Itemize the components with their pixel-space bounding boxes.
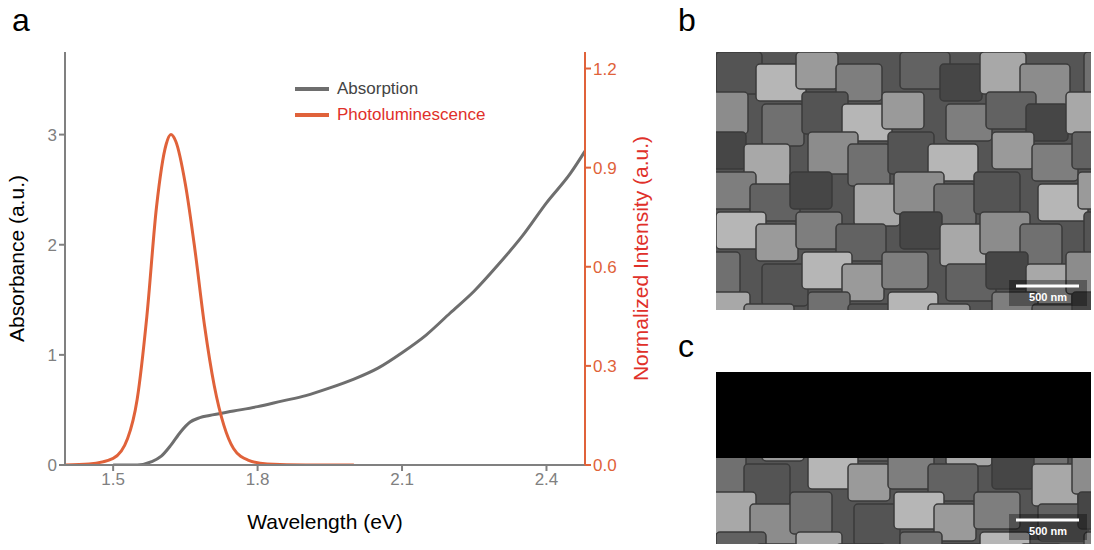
svg-text:Absorbance (a.u.): Absorbance (a.u.): [5, 175, 28, 342]
html-text:b: b: [678, 2, 696, 38]
svg-text:0.3: 0.3: [593, 357, 617, 376]
svg-text:0.6: 0.6: [593, 258, 617, 277]
svg-text:Wavelength (eV): Wavelength (eV): [247, 510, 403, 533]
svg-text:0.9: 0.9: [593, 159, 617, 178]
svg-text:3: 3: [48, 126, 57, 145]
html-text:Absorption: Absorption: [337, 79, 419, 98]
html-text:a: a: [12, 2, 30, 38]
svg-text:2.4: 2.4: [535, 470, 559, 489]
html-text:c: c: [678, 328, 694, 364]
html-text:Photoluminescence: Photoluminescence: [337, 105, 486, 124]
svg-text:1.5: 1.5: [101, 470, 125, 489]
svg-text:2: 2: [48, 236, 57, 255]
svg-text:500 nm: 500 nm: [1029, 291, 1067, 303]
svg-text:Normalized Intensity (a.u.): Normalized Intensity (a.u.): [629, 136, 652, 381]
svg-text:1.8: 1.8: [246, 470, 270, 489]
svg-text:0: 0: [48, 456, 57, 475]
svg-text:1.2: 1.2: [593, 60, 617, 79]
svg-text:500 nm: 500 nm: [1029, 525, 1067, 537]
svg-text:0.0: 0.0: [593, 456, 617, 475]
svg-text:2.1: 2.1: [390, 470, 414, 489]
svg-text:1: 1: [48, 346, 57, 365]
